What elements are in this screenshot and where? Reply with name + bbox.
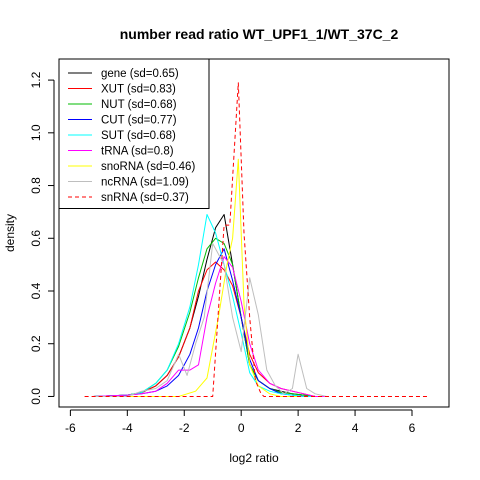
x-tick-label: 2 <box>295 421 302 435</box>
y-tick-label: 0.8 <box>29 177 43 194</box>
legend-box <box>58 58 210 209</box>
y-tick-label: 1.2 <box>29 71 43 88</box>
legend-label-8: snRNA (sd=0.37) <box>101 192 189 204</box>
x-tick-label: 0 <box>238 421 245 435</box>
chart-title: number read ratio WT_UPF1_1/WT_37C_2 <box>120 26 399 42</box>
legend-label-1: XUT (sd=0.83) <box>101 84 176 96</box>
y-tick-label: 0.4 <box>29 282 43 299</box>
legend-label-0: gene (sd=0.65) <box>101 68 179 80</box>
series-lines <box>84 82 430 397</box>
y-tick-label: 0.2 <box>29 335 43 352</box>
y-axis: 0.0 0.2 0.4 0.6 0.8 1.0 1.2 <box>29 71 55 405</box>
x-axis: -6 -4 -2 0 2 4 6 <box>65 409 416 435</box>
x-tick-label: -2 <box>179 421 190 435</box>
legend-label-5: tRNA (sd=0.8) <box>101 146 174 158</box>
plot-frame <box>58 58 450 408</box>
x-tick-label: -4 <box>122 421 133 435</box>
legend: gene (sd=0.65) XUT (sd=0.83) NUT (sd=0.68)… <box>58 58 210 209</box>
legend-label-4: SUT (sd=0.68) <box>101 130 176 142</box>
y-axis-label: density <box>3 214 17 252</box>
x-tick-label: 6 <box>409 421 416 435</box>
legend-label-7: ncRNA (sd=1.09) <box>101 177 189 189</box>
series-line-6 <box>93 158 299 397</box>
x-axis-label: log2 ratio <box>229 451 279 465</box>
legend-label-6: snoRNA (sd=0.46) <box>101 161 195 173</box>
y-tick-label: 0.0 <box>29 388 43 405</box>
y-tick-label: 1.0 <box>29 124 43 141</box>
x-tick-label: 4 <box>352 421 359 435</box>
series-line-8 <box>84 82 430 397</box>
y-tick-label: 0.6 <box>29 230 43 247</box>
legend-label-2: NUT (sd=0.68) <box>101 99 177 111</box>
series-line-7 <box>93 243 327 397</box>
x-tick-label: -6 <box>65 421 76 435</box>
legend-label-3: CUT (sd=0.77) <box>101 115 177 127</box>
